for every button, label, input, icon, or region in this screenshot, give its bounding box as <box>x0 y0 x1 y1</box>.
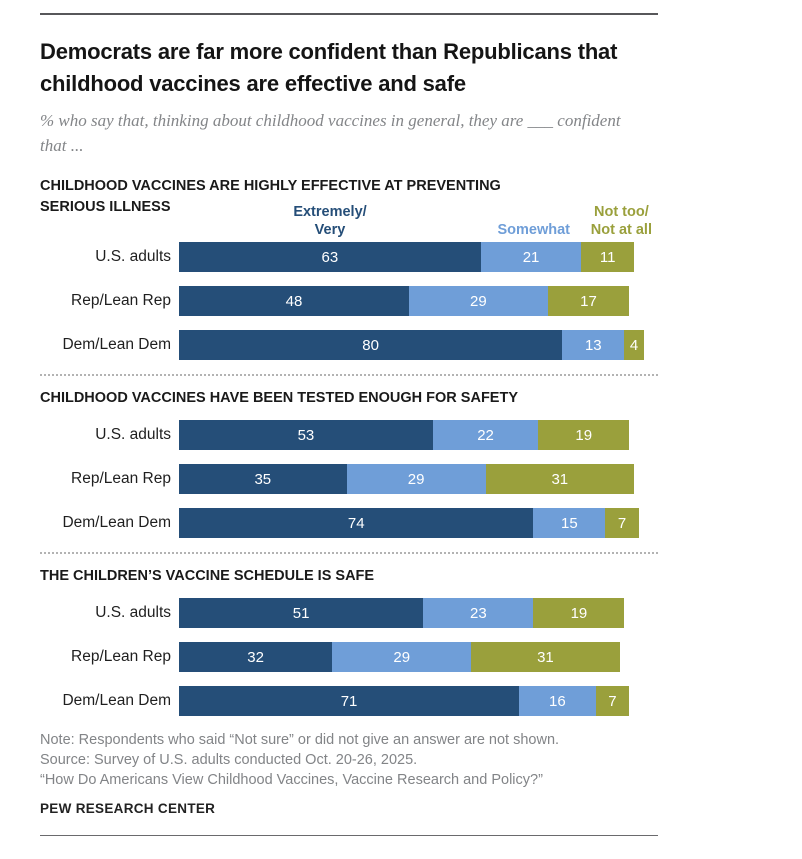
panel-tested-rows: U.S. adults 53 22 19 Rep/Lean Rep 35 29 31 Dem/L… <box>40 420 658 538</box>
bar-segment-not-too-not-at-all: 31 <box>471 642 620 672</box>
bar-segment-not-too-not-at-all: 11 <box>581 242 635 272</box>
row-label: Rep/Lean Rep <box>71 292 171 309</box>
report-title-line: “How Do Americans View Childhood Vaccine… <box>40 772 543 788</box>
bar-row: U.S. adults 51 23 19 <box>40 598 658 628</box>
bar-segment-somewhat: 29 <box>408 286 548 316</box>
stacked-bar: 74 15 7 <box>179 508 658 538</box>
bar-segment-somewhat: 29 <box>346 464 486 494</box>
legend: Extremely/ Very Somewhat Not too/ Not at… <box>179 191 658 239</box>
row-label: Rep/Lean Rep <box>71 470 171 487</box>
panel-title: CHILDHOOD VACCINES HAVE BEEN TESTED ENOU… <box>40 390 518 406</box>
bar-segment-somewhat: 16 <box>519 686 596 716</box>
bar-segment-somewhat: 29 <box>332 642 472 672</box>
section-divider <box>40 374 658 376</box>
section-divider <box>40 552 658 554</box>
row-label: U.S. adults <box>95 248 171 265</box>
panel-effectiveness: CHILDHOOD VACCINES ARE HIGHLY EFFECTIVE … <box>40 176 658 360</box>
bar-segment-extremely-very: 53 <box>179 420 433 450</box>
panel-title: THE CHILDREN’S VACCINE SCHEDULE IS SAFE <box>40 568 375 584</box>
stacked-bar: 32 29 31 <box>179 642 658 672</box>
stacked-bar: 35 29 31 <box>179 464 658 494</box>
bar-segment-somewhat: 23 <box>423 598 534 628</box>
row-label: Dem/Lean Dem <box>62 692 171 709</box>
panel-schedule: THE CHILDREN’S VACCINE SCHEDULE IS SAFE … <box>40 568 658 716</box>
stacked-bar: 51 23 19 <box>179 598 658 628</box>
chart-subtitle: % who say that, thinking about childhood… <box>40 111 621 155</box>
bar-row: Rep/Lean Rep 48 29 17 <box>40 286 658 316</box>
footnotes: Note: Respondents who said “Not sure” or… <box>40 730 658 790</box>
bar-segment-extremely-very: 80 <box>179 330 563 360</box>
bar-segment-extremely-very: 48 <box>179 286 409 316</box>
panel-title: CHILDHOOD VACCINES ARE HIGHLY EFFECTIVE … <box>40 178 501 215</box>
bar-segment-extremely-very: 74 <box>179 508 534 538</box>
row-label: Dem/Lean Dem <box>62 336 171 353</box>
bar-segment-not-too-not-at-all: 17 <box>547 286 630 316</box>
bottom-rule <box>40 835 658 836</box>
bar-segment-somewhat: 15 <box>533 508 606 538</box>
panel-schedule-rows: U.S. adults 51 23 19 Rep/Lean Rep 32 29 31 Dem/L… <box>40 598 658 716</box>
panel-effectiveness-head: CHILDHOOD VACCINES ARE HIGHLY EFFECTIVE … <box>40 176 658 242</box>
bar-segment-somewhat: 21 <box>480 242 582 272</box>
stacked-bar: 71 16 7 <box>179 686 658 716</box>
row-label: U.S. adults <box>95 426 171 443</box>
note-line: Note: Respondents who said “Not sure” or… <box>40 732 560 748</box>
bar-row: Rep/Lean Rep 32 29 31 <box>40 642 658 672</box>
bar-segment-somewhat: 22 <box>432 420 539 450</box>
bar-segment-not-too-not-at-all: 19 <box>538 420 630 450</box>
bar-segment-not-too-not-at-all: 19 <box>533 598 625 628</box>
bar-segment-not-too-not-at-all: 7 <box>595 686 630 716</box>
panel-tested: CHILDHOOD VACCINES HAVE BEEN TESTED ENOU… <box>40 390 658 538</box>
panel-tested-head: CHILDHOOD VACCINES HAVE BEEN TESTED ENOU… <box>40 390 658 407</box>
source-line: Source: Survey of U.S. adults conducted … <box>40 752 418 768</box>
bar-row: Dem/Lean Dem 74 15 7 <box>40 508 658 538</box>
bar-segment-extremely-very: 63 <box>179 242 481 272</box>
row-label: Dem/Lean Dem <box>62 514 171 531</box>
bar-segment-extremely-very: 35 <box>179 464 347 494</box>
stacked-bar: 48 29 17 <box>179 286 658 316</box>
pew-research-center-wordmark: PEW RESEARCH CENTER <box>40 801 216 816</box>
row-label: U.S. adults <box>95 604 171 621</box>
panel-effectiveness-rows: U.S. adults 63 21 11 Rep/Lean Rep 48 29 17 Dem/L… <box>40 242 658 360</box>
top-rule <box>40 13 658 15</box>
legend-somewhat: Somewhat <box>497 222 570 238</box>
bar-segment-not-too-not-at-all: 7 <box>605 508 639 538</box>
bar-row: U.S. adults 53 22 19 <box>40 420 658 450</box>
row-label: Rep/Lean Rep <box>71 648 171 665</box>
stacked-bar: 53 22 19 <box>179 420 658 450</box>
bar-segment-somewhat: 13 <box>562 330 625 360</box>
bar-segment-not-too-not-at-all: 4 <box>624 330 644 360</box>
panel-schedule-head: THE CHILDREN’S VACCINE SCHEDULE IS SAFE <box>40 568 658 585</box>
bar-row: Dem/Lean Dem 80 13 4 <box>40 330 658 360</box>
bar-segment-extremely-very: 32 <box>179 642 333 672</box>
bar-row: Dem/Lean Dem 71 16 7 <box>40 686 658 716</box>
stacked-bar: 80 13 4 <box>179 330 658 360</box>
bar-segment-extremely-very: 71 <box>179 686 520 716</box>
chart-title: Democrats are far more confident than Re… <box>40 39 618 96</box>
legend-not-too-not-at-all: Not too/ Not at all <box>590 204 652 238</box>
bar-row: U.S. adults 63 21 11 <box>40 242 658 272</box>
legend-extremely-very: Extremely/ Very <box>293 204 367 238</box>
bar-segment-not-too-not-at-all: 31 <box>485 464 635 494</box>
bar-segment-extremely-very: 51 <box>179 598 424 628</box>
bar-row: Rep/Lean Rep 35 29 31 <box>40 464 658 494</box>
stacked-bar: 63 21 11 <box>179 242 658 272</box>
